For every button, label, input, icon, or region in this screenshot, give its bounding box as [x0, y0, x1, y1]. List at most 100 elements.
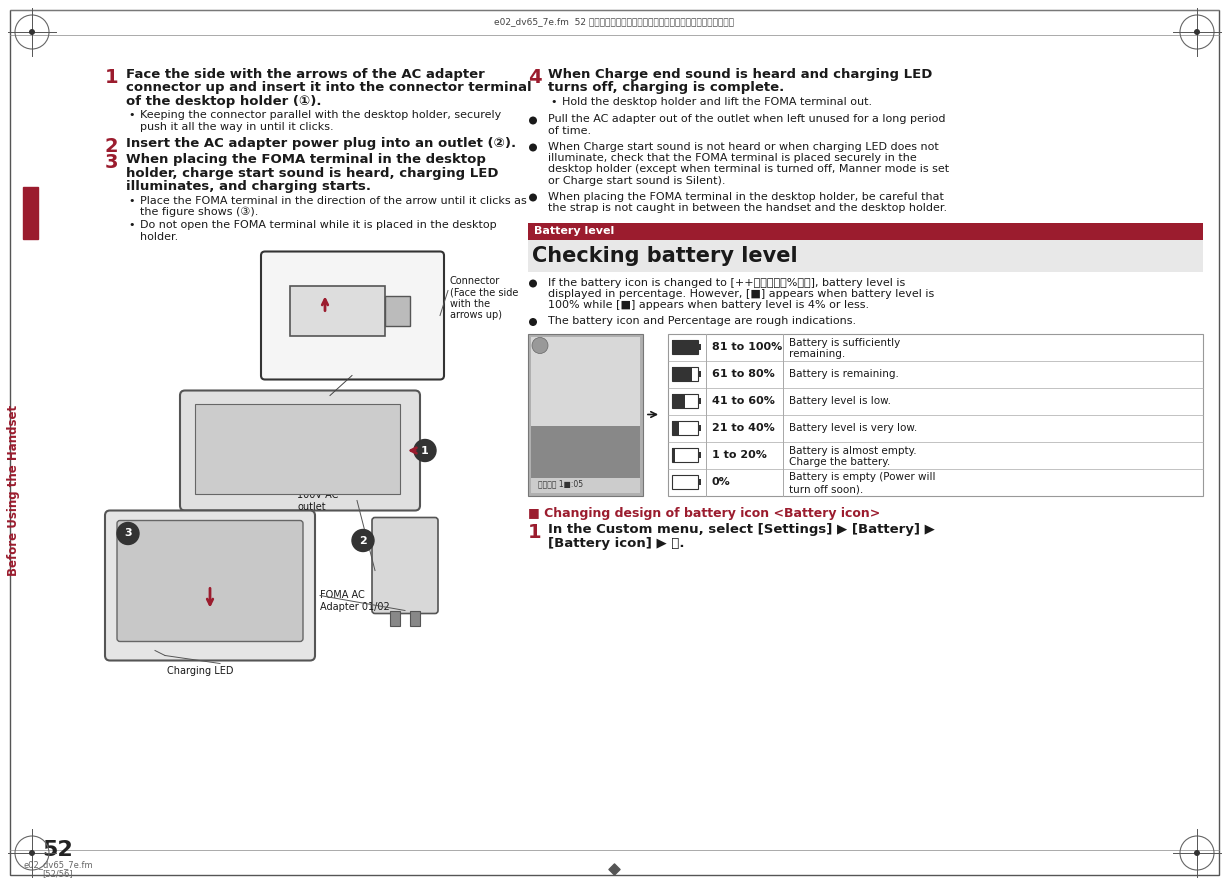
Circle shape — [29, 29, 34, 35]
Bar — [531, 336, 640, 426]
Bar — [698, 344, 701, 350]
Text: Battery level: Battery level — [533, 226, 614, 236]
Text: 61 to 80%: 61 to 80% — [712, 369, 774, 379]
Text: e02_dv65_7e.fm: e02_dv65_7e.fm — [23, 860, 93, 869]
Bar — [528, 222, 1203, 240]
Bar — [672, 421, 698, 435]
FancyBboxPatch shape — [261, 251, 444, 380]
Text: 41 to 60%: 41 to 60% — [712, 396, 774, 406]
FancyBboxPatch shape — [117, 520, 304, 642]
Bar — [698, 398, 701, 404]
Text: turns off, charging is complete.: turns off, charging is complete. — [548, 81, 784, 95]
Text: illuminates, and charging starts.: illuminates, and charging starts. — [127, 180, 371, 193]
Text: or Charge start sound is Silent).: or Charge start sound is Silent). — [548, 176, 725, 186]
Bar — [698, 479, 701, 485]
Text: 0%: 0% — [712, 477, 731, 487]
Bar — [528, 240, 1203, 272]
Bar — [672, 448, 675, 462]
Circle shape — [351, 529, 374, 551]
Bar — [672, 475, 698, 489]
Circle shape — [528, 143, 537, 151]
Text: •: • — [128, 196, 134, 205]
Text: illuminate, check that the FOMA terminal is placed securely in the: illuminate, check that the FOMA terminal… — [548, 153, 917, 163]
Bar — [698, 425, 701, 431]
Text: remaining.: remaining. — [789, 349, 846, 359]
Text: When Charge start sound is not heard or when charging LED does not: When Charge start sound is not heard or … — [548, 142, 939, 151]
Text: Place the FOMA terminal in the direction of the arrow until it clicks as: Place the FOMA terminal in the direction… — [140, 196, 527, 205]
Text: When placing the FOMA terminal in the desktop: When placing the FOMA terminal in the de… — [127, 153, 485, 166]
Text: 100% while [■] appears when battery level is 4% or less.: 100% while [■] appears when battery leve… — [548, 301, 869, 311]
Bar — [23, 187, 38, 239]
Bar — [528, 334, 643, 496]
Circle shape — [414, 440, 436, 461]
Text: アンテナ 1■:05: アンテナ 1■:05 — [538, 479, 583, 488]
Bar — [672, 394, 698, 408]
Text: In the Custom menu, select [Settings] ▶ [Battery] ▶: In the Custom menu, select [Settings] ▶ … — [548, 524, 935, 536]
Text: Checking battery level: Checking battery level — [532, 245, 798, 266]
Circle shape — [528, 194, 537, 202]
Text: The battery icon and Percentage are rough indications.: The battery icon and Percentage are roug… — [548, 316, 857, 326]
Text: When placing the FOMA terminal in the desktop holder, be careful that: When placing the FOMA terminal in the de… — [548, 191, 944, 202]
Text: of time.: of time. — [548, 126, 591, 136]
Text: 3: 3 — [124, 528, 132, 538]
Text: e02_dv65_7e.fm  52 ページ　　２００９年３月２０日　金曜日　午後５時２８分: e02_dv65_7e.fm 52 ページ ２００９年３月２０日 金曜日 午後５… — [494, 18, 734, 27]
Text: [52/56]: [52/56] — [43, 869, 74, 878]
Bar — [531, 426, 640, 482]
Text: Charging LED: Charging LED — [167, 666, 234, 676]
Circle shape — [528, 318, 537, 326]
Text: Battery is sufficiently: Battery is sufficiently — [789, 337, 901, 348]
Text: 4: 4 — [528, 68, 542, 87]
Text: Face the side with the arrows of the AC adapter: Face the side with the arrows of the AC … — [127, 68, 484, 81]
Text: Before Using the Handset: Before Using the Handset — [7, 404, 21, 575]
Bar — [390, 611, 399, 626]
Text: of the desktop holder (①).: of the desktop holder (①). — [127, 95, 322, 108]
Text: Charge the battery.: Charge the battery. — [789, 457, 890, 467]
Text: •: • — [128, 220, 134, 230]
Bar — [672, 421, 680, 435]
Bar — [669, 334, 1203, 496]
Bar — [95, 250, 505, 686]
Bar — [672, 340, 698, 354]
Text: FOMA AC
Adapter 01/02: FOMA AC Adapter 01/02 — [320, 590, 390, 612]
Bar — [531, 478, 640, 492]
Text: 81 to 100%: 81 to 100% — [712, 342, 782, 352]
Text: Insert the AC adapter power plug into an outlet (②).: Insert the AC adapter power plug into an… — [127, 137, 516, 150]
Text: turn off soon).: turn off soon). — [789, 484, 863, 494]
Text: Hold the desktop holder and lift the FOMA terminal out.: Hold the desktop holder and lift the FOM… — [562, 97, 873, 107]
Text: 2: 2 — [104, 137, 119, 157]
Bar — [290, 286, 385, 335]
Text: push it all the way in until it clicks.: push it all the way in until it clicks. — [140, 122, 333, 132]
Bar — [672, 340, 698, 354]
Text: Pull the AC adapter out of the outlet when left unused for a long period: Pull the AC adapter out of the outlet wh… — [548, 114, 945, 125]
Bar — [672, 394, 685, 408]
Bar — [195, 404, 399, 494]
Text: •: • — [551, 97, 557, 107]
Text: When Charge end sound is heard and charging LED: When Charge end sound is heard and charg… — [548, 68, 933, 81]
Text: 1 to 20%: 1 to 20% — [712, 450, 767, 460]
Circle shape — [528, 117, 537, 125]
Text: 100V AC
outlet: 100V AC outlet — [297, 490, 338, 512]
Text: 21 to 40%: 21 to 40% — [712, 423, 774, 433]
Circle shape — [29, 850, 34, 856]
Text: Keeping the connector parallel with the desktop holder, securely: Keeping the connector parallel with the … — [140, 111, 501, 120]
Text: ■ Changing design of battery icon <Battery icon>: ■ Changing design of battery icon <Batte… — [528, 507, 880, 520]
Text: Battery is remaining.: Battery is remaining. — [789, 369, 898, 379]
Text: If the battery icon is changed to [++電池マーク%表示], battery level is: If the battery icon is changed to [++電池マ… — [548, 278, 906, 288]
Circle shape — [1195, 850, 1200, 856]
Circle shape — [532, 337, 548, 353]
Circle shape — [528, 280, 537, 288]
Text: •: • — [128, 111, 134, 120]
FancyBboxPatch shape — [104, 511, 315, 660]
Bar — [672, 448, 698, 462]
Text: Do not open the FOMA terminal while it is placed in the desktop: Do not open the FOMA terminal while it i… — [140, 220, 497, 230]
Bar — [672, 367, 698, 381]
Bar — [672, 367, 692, 381]
Text: holder, charge start sound is heard, charging LED: holder, charge start sound is heard, cha… — [127, 166, 499, 180]
Text: Battery level is very low.: Battery level is very low. — [789, 423, 917, 433]
Text: Connector
(Face the side
with the
arrows up): Connector (Face the side with the arrows… — [450, 275, 519, 320]
Bar — [410, 611, 420, 626]
Text: 1: 1 — [104, 68, 119, 87]
Text: the figure shows (③).: the figure shows (③). — [140, 207, 258, 218]
Text: 1: 1 — [422, 445, 429, 456]
Text: 1: 1 — [528, 524, 542, 543]
